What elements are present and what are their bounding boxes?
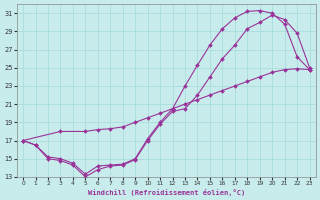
- X-axis label: Windchill (Refroidissement éolien,°C): Windchill (Refroidissement éolien,°C): [88, 189, 245, 196]
